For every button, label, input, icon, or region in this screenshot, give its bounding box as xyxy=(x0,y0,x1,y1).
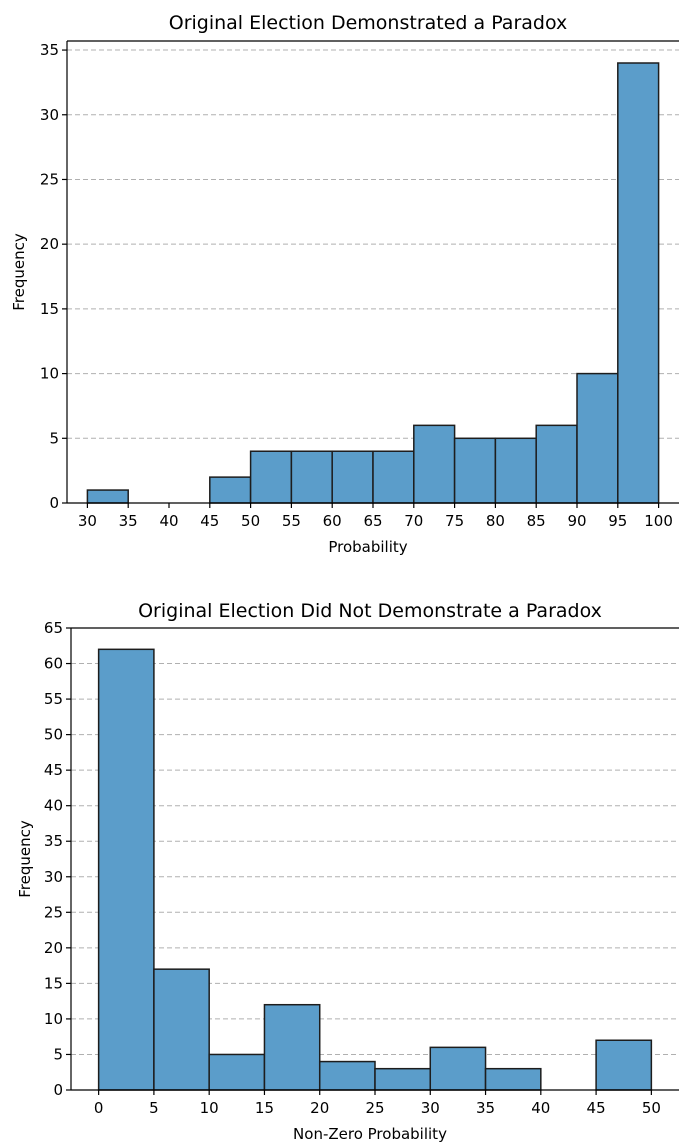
histogram-bar xyxy=(484,1067,542,1091)
chart-paradox: 0 5 10 15 20 25 30 35 30 35 40 45 50 55 60 65 70 75 80 85 90… xyxy=(10,12,679,556)
x-tick-label: 30 xyxy=(421,1099,440,1117)
x-tick-label: 40 xyxy=(531,1099,550,1117)
x-tick-label: 65 xyxy=(363,512,382,530)
x-tick-label: 20 xyxy=(310,1099,329,1117)
x-tick-label: 0 xyxy=(94,1099,104,1117)
x-tick-label: 75 xyxy=(445,512,464,530)
histogram-bar xyxy=(453,437,497,504)
x-tick-label: 70 xyxy=(404,512,423,530)
chart-no-paradox: 0 5 10 15 20 25 30 35 40 45 50 55 60 65 0 5 10 15 20 25 30 35… xyxy=(16,600,679,1143)
histogram-bar xyxy=(331,450,374,504)
x-tick-label: 45 xyxy=(200,512,219,530)
x-tick-label: 25 xyxy=(365,1099,384,1117)
histogram-bar xyxy=(318,1060,376,1091)
histogram-bar xyxy=(86,489,129,504)
histogram-bar xyxy=(576,372,619,504)
y-tick-label: 30 xyxy=(44,868,63,886)
y-tick-label: 15 xyxy=(44,974,63,992)
histogram-bar xyxy=(429,1046,487,1091)
y-tick-label: 10 xyxy=(40,365,59,383)
histogram-bar xyxy=(97,648,155,1091)
x-tick-label: 95 xyxy=(608,512,627,530)
chart-title: Original Election Demonstrated a Paradox xyxy=(169,12,568,34)
x-axis-label: Non-Zero Probability xyxy=(293,1125,447,1143)
histogram-bar xyxy=(535,424,578,504)
y-axis-label: Frequency xyxy=(10,233,28,311)
histogram-bar xyxy=(617,62,660,504)
x-tick-label: 45 xyxy=(587,1099,606,1117)
x-tick-label: 15 xyxy=(255,1099,274,1117)
chart-title: Original Election Did Not Demonstrate a … xyxy=(138,600,602,622)
histogram-bar xyxy=(263,1003,321,1091)
y-tick-label: 50 xyxy=(44,726,63,744)
histogram-bar xyxy=(595,1039,653,1091)
x-tick-label: 100 xyxy=(644,512,673,530)
y-tick-label: 20 xyxy=(44,939,63,957)
histogram-bar xyxy=(208,1053,266,1091)
y-tick-label: 15 xyxy=(40,300,59,318)
x-tick-label: 40 xyxy=(159,512,178,530)
x-tick-label: 50 xyxy=(241,512,260,530)
x-tick-label: 10 xyxy=(200,1099,219,1117)
y-tick-label: 10 xyxy=(44,1010,63,1028)
histogram-bar xyxy=(290,450,333,504)
y-tick-label: 45 xyxy=(44,761,63,779)
x-tick-label: 90 xyxy=(567,512,586,530)
y-tick-label: 30 xyxy=(40,106,59,124)
histogram-bar xyxy=(372,450,415,504)
x-tick-label: 55 xyxy=(282,512,301,530)
x-tick-label: 60 xyxy=(323,512,342,530)
x-tick-label: 30 xyxy=(78,512,97,530)
x-axis-label: Probability xyxy=(328,538,407,556)
y-tick-label: 25 xyxy=(44,903,63,921)
y-tick-label: 40 xyxy=(44,797,63,815)
y-tick-label: 0 xyxy=(53,1081,63,1099)
x-tick-label: 35 xyxy=(476,1099,495,1117)
x-tick-label: 80 xyxy=(486,512,505,530)
y-tick-label: 0 xyxy=(49,494,59,512)
histogram-bar xyxy=(494,437,537,504)
y-tick-label: 55 xyxy=(44,690,63,708)
y-tick-label: 60 xyxy=(44,655,63,673)
y-tick-label: 35 xyxy=(44,832,63,850)
y-tick-label: 35 xyxy=(40,41,59,59)
y-tick-label: 25 xyxy=(40,170,59,188)
histogram-bar xyxy=(374,1067,432,1091)
histogram-bar xyxy=(153,968,210,1091)
histogram-bar xyxy=(413,424,456,504)
y-axis-label: Frequency xyxy=(16,820,34,898)
x-tick-label: 85 xyxy=(527,512,546,530)
x-tick-label: 35 xyxy=(119,512,138,530)
y-tick-label: 5 xyxy=(49,429,59,447)
histogram-bar xyxy=(249,450,293,504)
y-tick-label: 65 xyxy=(44,619,63,637)
y-tick-label: 20 xyxy=(40,235,59,253)
x-tick-label: 50 xyxy=(642,1099,661,1117)
x-tick-label: 5 xyxy=(149,1099,159,1117)
y-tick-label: 5 xyxy=(53,1045,63,1063)
histogram-bar xyxy=(209,476,252,504)
